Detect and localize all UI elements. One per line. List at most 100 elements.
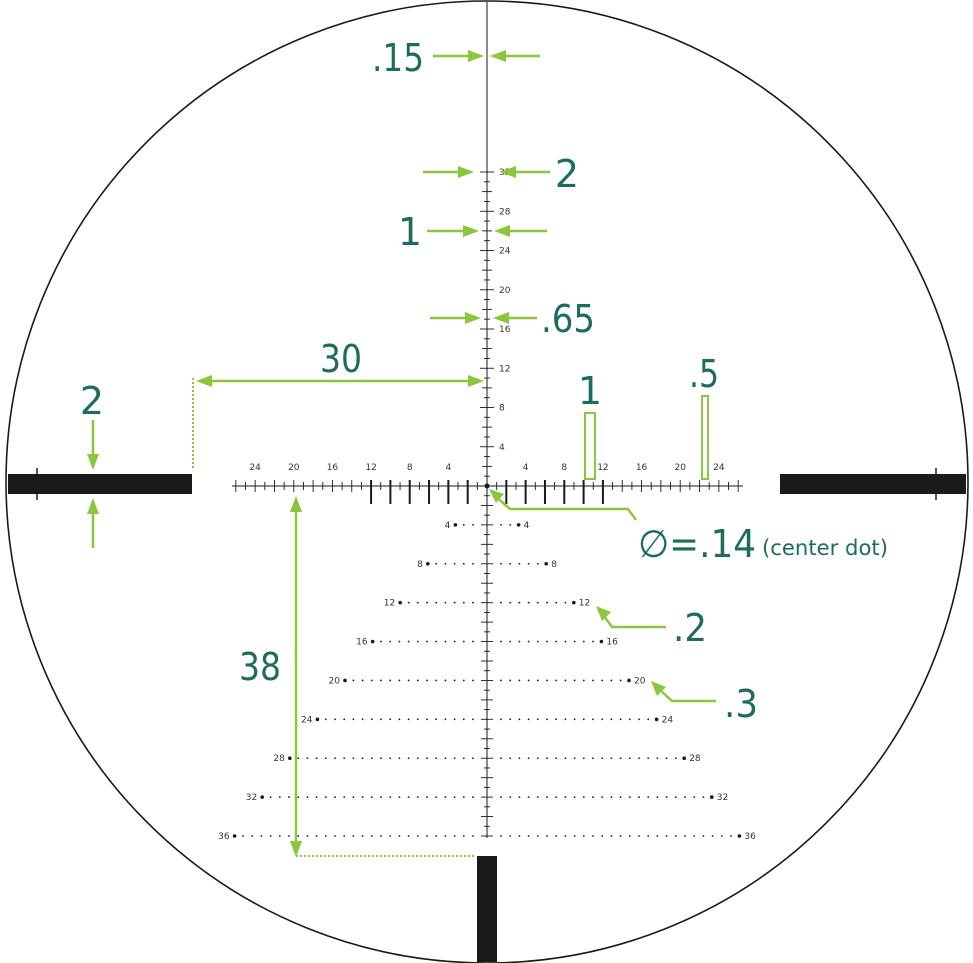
holdover-dot [472, 523, 474, 526]
holdover-end-dot [398, 600, 403, 605]
holdover-dot [453, 640, 456, 643]
holdover-dot [343, 757, 346, 760]
holdover-dot [370, 718, 373, 721]
holdover-row-label: 4 [445, 521, 451, 531]
holdover-dot [500, 601, 502, 604]
holdover-dot [389, 835, 392, 837]
holdover-dot [518, 718, 521, 721]
holdover-dot [306, 835, 309, 837]
holdover-dot [564, 718, 567, 721]
holdover-dot [416, 679, 419, 682]
holdover-dot [370, 796, 373, 799]
holdover-dot [435, 640, 438, 643]
holdover-dot [242, 835, 244, 837]
holdover-dot [674, 796, 677, 799]
holdover-dot [518, 562, 521, 565]
holdover-dot [582, 796, 585, 799]
holdover-dot [444, 640, 447, 643]
holdover-dot [324, 718, 327, 721]
holdover-dot [527, 640, 530, 643]
holdover-dot [582, 679, 585, 682]
holdover-row-label: 36 [218, 832, 230, 842]
holdover-dot [472, 835, 474, 837]
holdover-end-dot [572, 600, 576, 605]
holdover-dot [315, 835, 318, 837]
holdover-dot [435, 757, 438, 760]
vertical-scale-label: 20 [499, 286, 511, 296]
holdover-end-dot [516, 523, 521, 527]
holdover-end-dot [544, 561, 548, 566]
holdover-dot [416, 757, 419, 760]
holdover-dot [693, 796, 696, 799]
holdover-dot [343, 835, 346, 837]
holdover-dot [407, 796, 410, 799]
holdover-dot [509, 679, 512, 682]
holdover-dot [500, 835, 502, 837]
holdover-dot [647, 757, 650, 760]
holdover-dot [462, 679, 465, 682]
holdover-dot [546, 757, 548, 760]
holdover-dot [619, 796, 622, 799]
holdover-dot [592, 757, 594, 760]
holdover-dot [416, 796, 419, 799]
vertical-scale-label: 24 [499, 247, 511, 257]
holdover-dot [462, 601, 465, 604]
holdover-dot [711, 835, 714, 837]
holdover-dot [573, 640, 576, 643]
holdover-dot [361, 718, 364, 721]
holdover-dot [306, 796, 309, 799]
dim-hash-1: 1 [578, 369, 602, 413]
holdover-dot [444, 601, 447, 604]
holdover-dot [573, 718, 576, 721]
holdover-dot [472, 562, 474, 565]
holdover-dot [582, 835, 585, 837]
holdover-dot [702, 835, 705, 837]
vertical-scale-ticks [480, 171, 494, 837]
bottom-post [477, 856, 497, 962]
horizontal-scale-ticks [235, 480, 739, 504]
horizontal-scale-label: 24 [713, 463, 725, 473]
holdover-dot [638, 757, 640, 760]
holdover-dot [297, 757, 300, 760]
vertical-scale-label: 4 [499, 443, 505, 453]
holdover-dot [343, 796, 346, 799]
holdover-end-dot [288, 756, 292, 761]
holdover-dot [500, 757, 502, 760]
holdover-dot [619, 835, 622, 837]
holdover-dot [536, 562, 539, 565]
holdover-dot [619, 679, 622, 682]
holdover-dot [297, 835, 300, 837]
holdover-dot [656, 796, 659, 799]
holdover-row-label: 16 [356, 638, 368, 648]
holdover-dot [398, 757, 401, 760]
holdover-dot [555, 601, 558, 604]
holdover-dot [509, 796, 512, 799]
holdover-dot [269, 835, 272, 837]
horizontal-scale-label: 12 [597, 463, 608, 473]
holdover-dot [638, 796, 640, 799]
holdover-dot [380, 640, 382, 643]
holdover-dot [564, 757, 567, 760]
horizontal-scale-label: 4 [445, 463, 451, 473]
holdover-dot [610, 757, 613, 760]
holdover-dot [610, 796, 613, 799]
holdover-dot [509, 835, 512, 837]
holdover-row-label: 24 [662, 715, 674, 725]
dim-center-dot-note: (center dot) [762, 536, 888, 560]
holdover-dot [370, 835, 373, 837]
holdover-end-dot [627, 678, 631, 683]
holdover-dot [674, 835, 677, 837]
holdover-dot [518, 601, 521, 604]
holdover-dot [601, 796, 604, 799]
holdover-dot [702, 796, 705, 799]
holdover-dot [546, 679, 548, 682]
holdover-dot [426, 835, 428, 837]
dim-hash-05: .5 [689, 352, 719, 396]
holdover-dot [610, 679, 613, 682]
holdover-dot [398, 679, 401, 682]
holdover-dot [389, 796, 392, 799]
holdover-dot [444, 796, 447, 799]
horizontal-scale-label: 4 [523, 463, 529, 473]
holdover-dot [352, 835, 355, 837]
holdover-dot [472, 679, 474, 682]
